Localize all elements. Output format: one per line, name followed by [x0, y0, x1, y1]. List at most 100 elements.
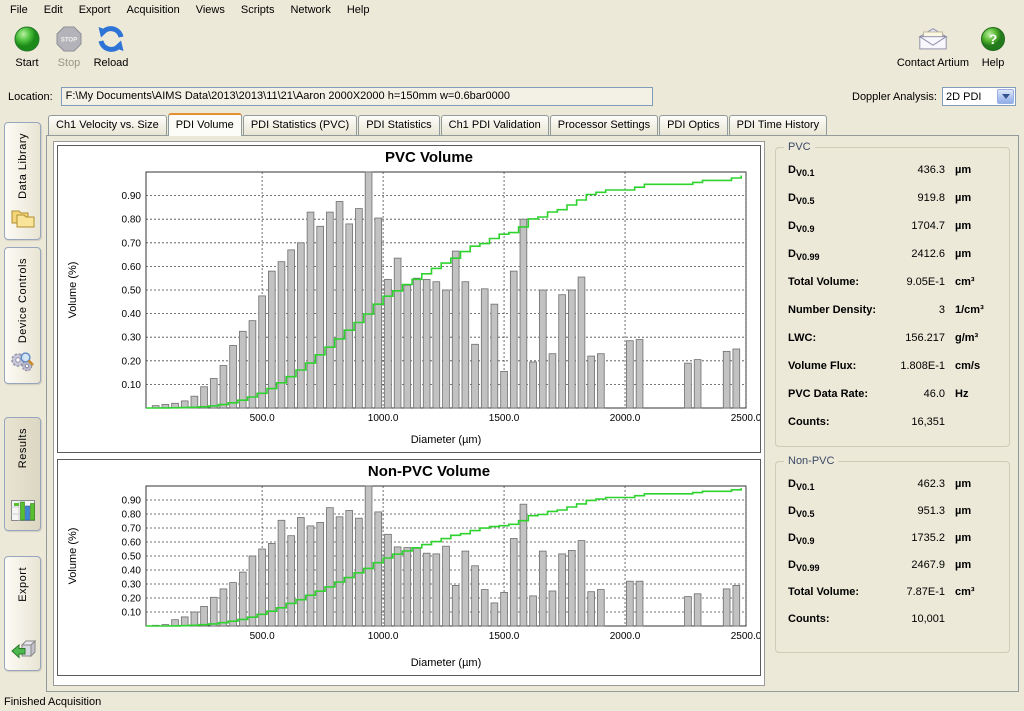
stat-value: 46.0 — [887, 388, 945, 400]
tab-ch1-pdi-validation[interactable]: Ch1 PDI Validation — [441, 115, 549, 135]
stat-row: DV0.1462.3 µm — [788, 478, 999, 505]
help-icon: ? — [980, 23, 1006, 55]
sidebar-tab-device-controls[interactable]: Device Controls — [4, 247, 41, 384]
stat-row: DV0.992467.9 µm — [788, 559, 999, 586]
doppler-analysis-select[interactable]: 2D PDI — [942, 87, 1016, 106]
tab-pdi-statistics-pvc-[interactable]: PDI Statistics (PVC) — [243, 115, 357, 135]
status-text: Finished Acquisition — [4, 696, 101, 708]
stat-label: Number Density: — [788, 304, 887, 316]
gears-icon — [10, 350, 36, 377]
non-pvc-volume-chart: Non-PVC Volume0.100.200.300.400.500.600.… — [57, 459, 761, 676]
svg-text:0.90: 0.90 — [122, 191, 142, 202]
toolbar-button-label: Help — [982, 57, 1005, 69]
chart-title: PVC Volume — [385, 149, 473, 166]
tab-pdi-optics[interactable]: PDI Optics — [659, 115, 728, 135]
menu-help[interactable]: Help — [339, 2, 378, 18]
stat-label: DV0.1 — [788, 478, 887, 492]
stat-unit: µm — [955, 559, 999, 571]
stat-label: DV0.9 — [788, 220, 887, 234]
non-pvc-groupbox-legend: Non-PVC — [784, 455, 838, 467]
stat-row: Counts:10,001 — [788, 613, 999, 640]
svg-text:2000.0: 2000.0 — [610, 413, 641, 424]
stat-value: 3 — [887, 304, 945, 316]
tab-pdi-volume[interactable]: PDI Volume — [168, 113, 242, 136]
start-icon — [13, 23, 41, 55]
stat-row: DV0.992412.6µm — [788, 248, 999, 276]
menu-acquisition[interactable]: Acquisition — [119, 2, 188, 18]
menu-edit[interactable]: Edit — [36, 2, 71, 18]
stat-label: LWC: — [788, 332, 887, 344]
sidebar-tab-export[interactable]: Export — [4, 556, 41, 671]
stat-value: 10,001 — [887, 613, 945, 625]
location-row: Location: F:\My Documents\AIMS Data\2013… — [0, 81, 1024, 112]
svg-text:0.30: 0.30 — [122, 333, 142, 344]
stat-label: DV0.99 — [788, 559, 887, 573]
stat-row: Volume Flux:1.808E-1cm/s — [788, 360, 999, 388]
stat-value: 1.808E-1 — [887, 360, 945, 372]
location-label: Location: — [8, 91, 53, 103]
sidebar-tab-label: Results — [17, 428, 29, 468]
menu-network[interactable]: Network — [282, 2, 338, 18]
stat-row: Total Volume:9.05E-1 cm³ — [788, 276, 999, 304]
svg-text:0.80: 0.80 — [122, 510, 142, 521]
charts-panel: PVC Volume0.100.200.300.400.500.600.700.… — [53, 141, 765, 686]
menu-export[interactable]: Export — [71, 2, 119, 18]
stat-label: Counts: — [788, 613, 887, 625]
contact-artium-button[interactable]: Contact Artium — [894, 22, 972, 70]
chart-title: Non-PVC Volume — [368, 463, 490, 480]
sidebar-tab-label: Device Controls — [17, 258, 29, 343]
sidebar-tab-label: Export — [17, 567, 29, 602]
stat-value: 7.87E-1 — [887, 586, 945, 598]
toolbar-button-label: Reload — [94, 57, 129, 69]
tab-strip: Ch1 Velocity vs. SizePDI VolumePDI Stati… — [46, 112, 1019, 135]
reload-button[interactable]: Reload — [90, 22, 132, 70]
stat-row: DV0.91704.7µm — [788, 220, 999, 248]
menu-views[interactable]: Views — [188, 2, 233, 18]
stat-label: DV0.5 — [788, 192, 887, 206]
svg-text:0.90: 0.90 — [122, 496, 142, 507]
menu-scripts[interactable]: Scripts — [233, 2, 283, 18]
svg-text:2000.0: 2000.0 — [610, 631, 641, 642]
svg-text:0.10: 0.10 — [122, 380, 142, 391]
stat-unit: cm³ — [955, 276, 999, 288]
stat-row: DV0.1436.3µm — [788, 164, 999, 192]
stat-value: 462.3 — [887, 478, 945, 490]
stat-unit: Hz — [955, 388, 999, 400]
tab-ch1-velocity-vs-size[interactable]: Ch1 Velocity vs. Size — [48, 115, 167, 135]
svg-text:500.0: 500.0 — [250, 413, 275, 424]
stat-unit: µm — [955, 192, 999, 204]
reload-icon — [95, 23, 127, 55]
help-button[interactable]: ? Help — [972, 22, 1014, 70]
stat-value: 2467.9 — [887, 559, 945, 571]
combo-dropdown-button[interactable] — [997, 89, 1014, 104]
stat-row: DV0.91735.2µm — [788, 532, 999, 559]
stat-value: 951.3 — [887, 505, 945, 517]
status-bar: Finished Acquisition — [0, 692, 1024, 711]
sidebar-tab-results[interactable]: Results — [4, 417, 41, 531]
tab-pdi-time-history[interactable]: PDI Time History — [729, 115, 828, 135]
svg-text:0.40: 0.40 — [122, 309, 142, 320]
stat-label: DV0.1 — [788, 164, 887, 178]
svg-text:1000.0: 1000.0 — [368, 631, 399, 642]
svg-text:0.30: 0.30 — [122, 580, 142, 591]
stat-label: Total Volume: — [788, 276, 887, 288]
content-area: Ch1 Velocity vs. SizePDI VolumePDI Stati… — [46, 112, 1019, 692]
stat-unit: µm — [955, 532, 999, 544]
stat-unit: µm — [955, 478, 999, 490]
svg-text:0.60: 0.60 — [122, 538, 142, 549]
stat-row: DV0.5919.8 µm — [788, 192, 999, 220]
location-field[interactable]: F:\My Documents\AIMS Data\2013\2013\11\2… — [61, 87, 653, 106]
svg-text:STOP: STOP — [61, 38, 77, 44]
stat-unit: µm — [955, 164, 999, 176]
pvc-volume-chart: PVC Volume0.100.200.300.400.500.600.700.… — [57, 145, 761, 453]
menu-file[interactable]: File — [2, 2, 36, 18]
tab-processor-settings[interactable]: Processor Settings — [550, 115, 658, 135]
stat-label: Total Volume: — [788, 586, 887, 598]
svg-text:0.20: 0.20 — [122, 356, 142, 367]
sidebar-tab-data-library[interactable]: Data Library — [4, 122, 41, 240]
stat-value: 919.8 — [887, 192, 945, 204]
stat-row: DV0.5951.3µm — [788, 505, 999, 532]
tab-pdi-statistics[interactable]: PDI Statistics — [358, 115, 439, 135]
start-button[interactable]: Start — [6, 22, 48, 70]
stat-value: 9.05E-1 — [887, 276, 945, 288]
